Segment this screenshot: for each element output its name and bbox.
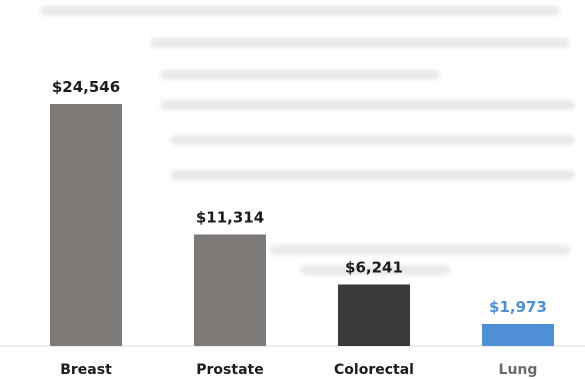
ghost-text-line xyxy=(270,245,570,255)
bar-colorectal xyxy=(338,284,410,346)
value-label-colorectal: $6,241 xyxy=(345,258,403,276)
value-label-lung: $1,973 xyxy=(489,298,547,316)
value-labels-layer: $24,546 $11,314 $6,241 $1,973 xyxy=(52,78,547,316)
bar-prostate xyxy=(194,234,266,346)
ghost-text-line xyxy=(170,170,575,180)
ghost-text-line xyxy=(150,38,570,48)
category-label-breast: Breast xyxy=(60,362,112,378)
ghost-text-line xyxy=(170,135,575,145)
category-label-prostate: Prostate xyxy=(196,362,263,378)
value-label-prostate: $11,314 xyxy=(196,208,264,226)
bars-layer xyxy=(50,104,554,346)
category-label-lung: Lung xyxy=(499,362,538,378)
ghost-text-line xyxy=(160,100,575,110)
value-label-breast: $24,546 xyxy=(52,78,120,96)
category-label-colorectal: Colorectal xyxy=(334,362,414,378)
bar-breast xyxy=(50,104,122,346)
bar-lung xyxy=(482,324,554,346)
tick-labels-layer: Breast Prostate Colorectal Lung xyxy=(60,362,537,378)
ghost-text-line xyxy=(40,6,560,16)
ghost-text-line xyxy=(160,70,440,80)
ghost-text-line xyxy=(300,265,450,275)
